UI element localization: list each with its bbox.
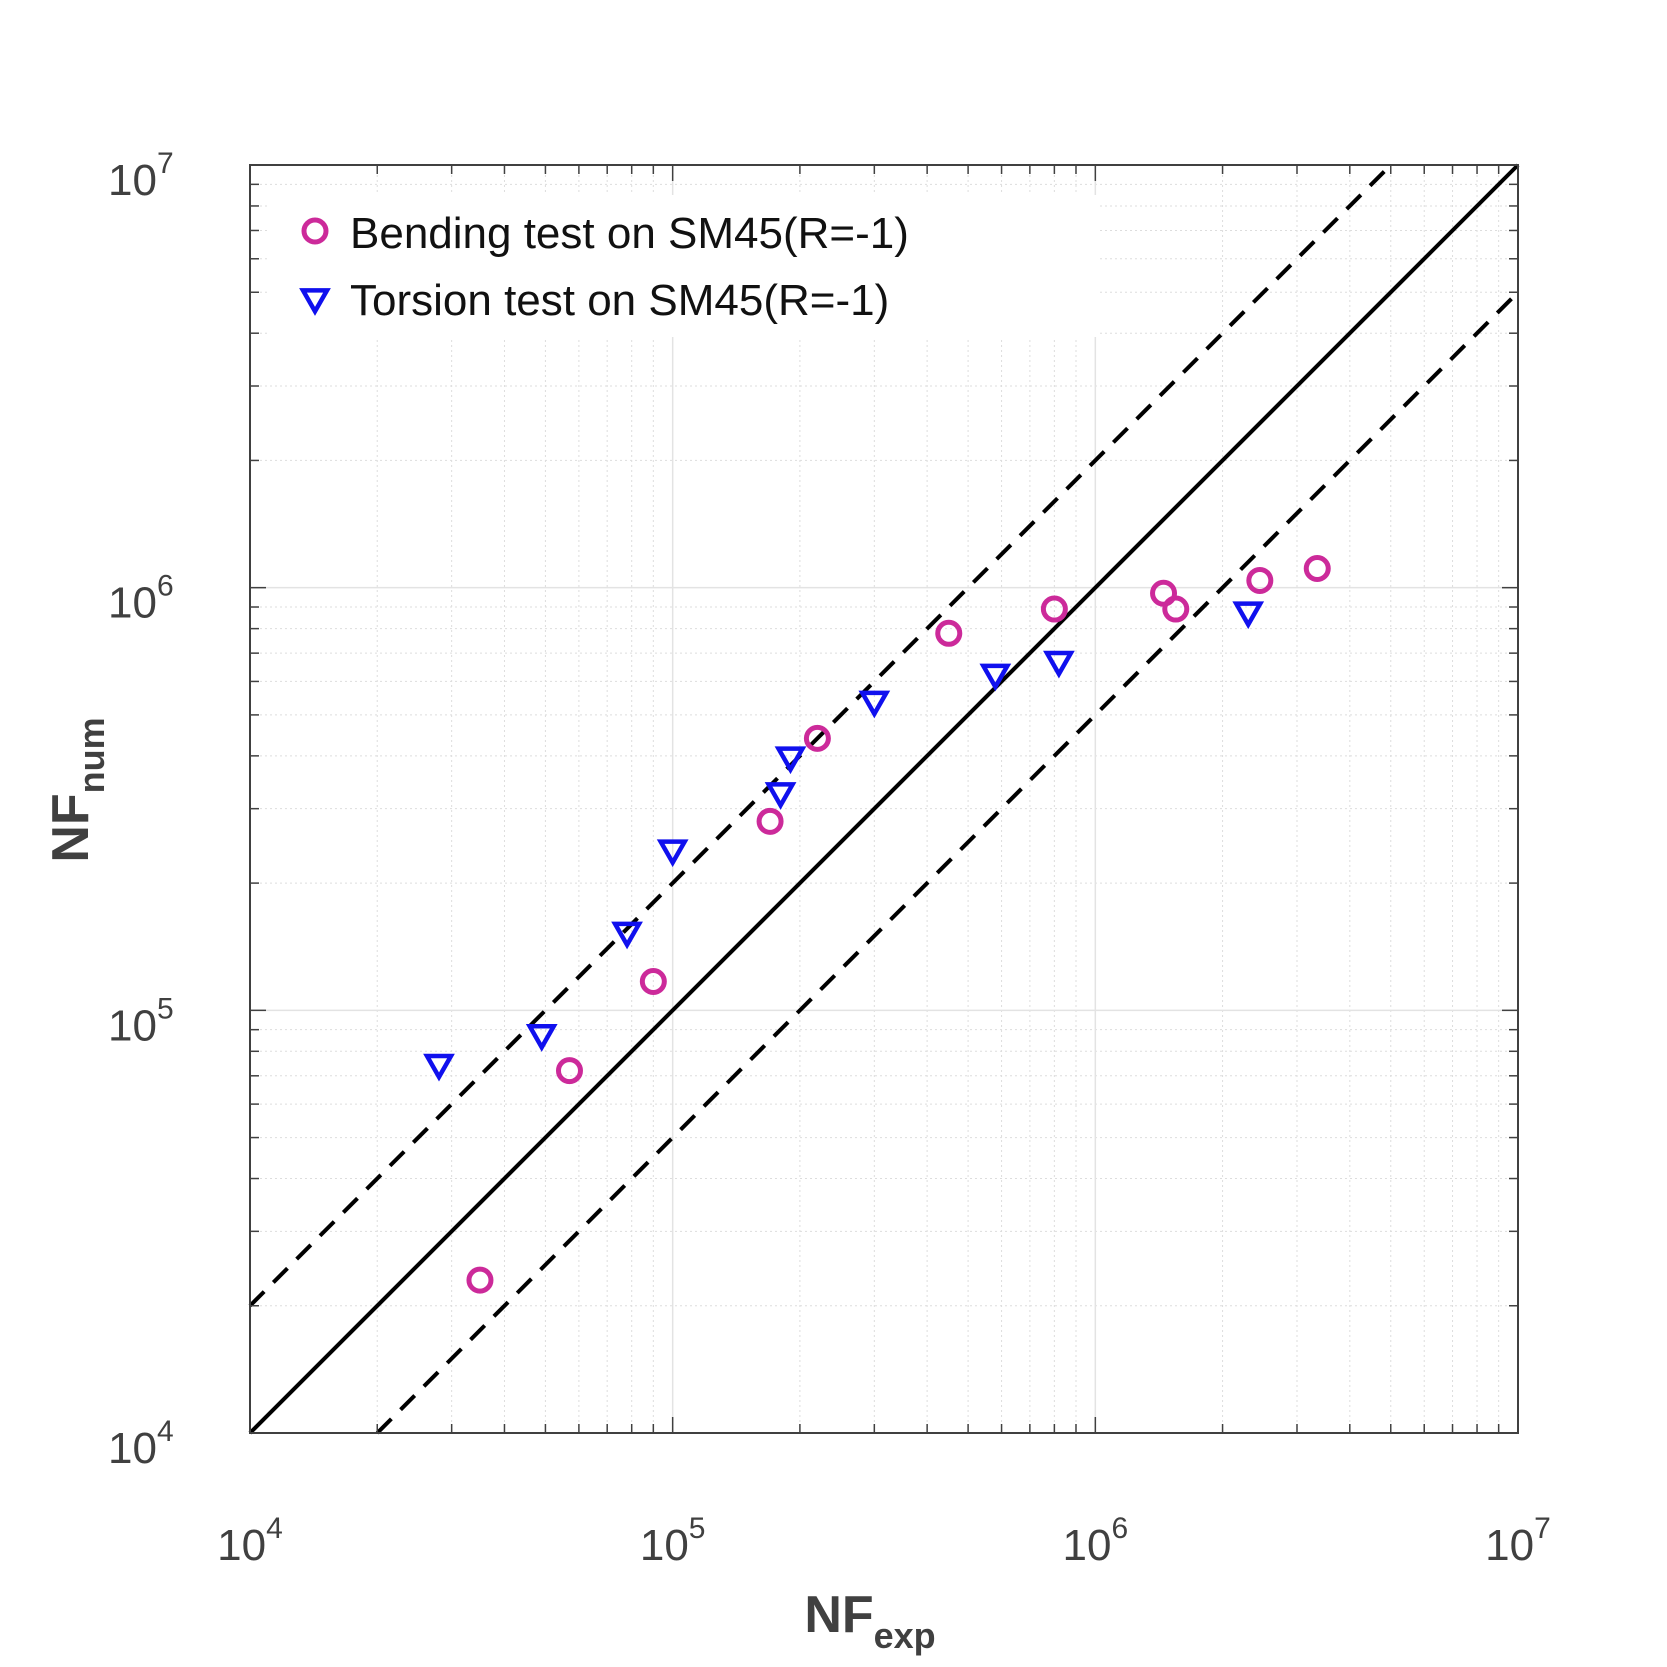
reference-line-dashed bbox=[248, 163, 1393, 1308]
torsion-point bbox=[525, 1024, 558, 1052]
x-tick-exponent: 4 bbox=[266, 1512, 283, 1545]
x-tick-label: 105 bbox=[640, 1512, 706, 1570]
y-tick-label: 106 bbox=[108, 570, 174, 628]
y-tick-exponent: 5 bbox=[157, 992, 174, 1025]
bending-point bbox=[1246, 566, 1274, 594]
x-tick-exponent: 7 bbox=[1534, 1512, 1551, 1545]
bending-point bbox=[1040, 595, 1068, 623]
torsion-point bbox=[979, 663, 1012, 692]
bending-point bbox=[803, 724, 831, 752]
torsion-point bbox=[764, 782, 797, 810]
x-axis-label-sub: exp bbox=[874, 1615, 936, 1656]
y-tick-base: 10 bbox=[108, 1001, 157, 1050]
legend-marker-torsion bbox=[299, 288, 331, 316]
data-points bbox=[423, 555, 1331, 1294]
legend: Bending test on SM45(R=-1) Torsion test … bbox=[270, 195, 1100, 337]
reference-line-dashed bbox=[375, 290, 1520, 1435]
y-tick-label: 104 bbox=[108, 1415, 174, 1473]
y-axis-label-main: NF bbox=[42, 793, 100, 862]
bending-point bbox=[756, 807, 784, 835]
y-tick-label: 107 bbox=[108, 147, 174, 205]
legend-label-torsion: Torsion test on SM45(R=-1) bbox=[350, 276, 889, 325]
y-tick-base: 10 bbox=[108, 579, 157, 628]
x-tick-base: 10 bbox=[1485, 1521, 1534, 1570]
y-tick-exponent: 7 bbox=[157, 147, 174, 180]
bending-point bbox=[935, 619, 963, 647]
x-tick-exponent: 5 bbox=[689, 1512, 706, 1545]
y-axis-label: NFnum bbox=[42, 717, 112, 862]
plot-frame bbox=[249, 164, 1519, 1434]
bending-point bbox=[639, 968, 667, 996]
minor-grid bbox=[250, 165, 1518, 1433]
legend-markers bbox=[299, 217, 331, 316]
torsion-point bbox=[1232, 601, 1265, 630]
axes bbox=[249, 164, 1519, 1434]
x-axis-label-main: NF bbox=[804, 1586, 873, 1644]
y-axis-label-group: NFnum bbox=[42, 717, 112, 862]
bending-point bbox=[1162, 595, 1190, 623]
torsion-point bbox=[656, 839, 689, 868]
torsion-point bbox=[611, 921, 643, 950]
reference-line-solid bbox=[248, 163, 1520, 1435]
y-axis-label-sub: num bbox=[71, 717, 112, 793]
y-tick-exponent: 6 bbox=[157, 570, 174, 603]
y-tick-base: 10 bbox=[108, 156, 157, 205]
torsion-point bbox=[423, 1053, 455, 1082]
torsion-point bbox=[774, 746, 807, 775]
x-tick-exponent: 6 bbox=[1111, 1512, 1128, 1545]
x-tick-label: 106 bbox=[1063, 1512, 1129, 1570]
bending-point bbox=[555, 1057, 583, 1085]
reference-lines bbox=[248, 163, 1520, 1435]
x-tick-label: 107 bbox=[1485, 1512, 1551, 1570]
x-axis-label: NFexp bbox=[804, 1586, 935, 1656]
torsion-point bbox=[1043, 650, 1075, 679]
y-tick-base: 10 bbox=[108, 1424, 157, 1473]
legend-label-bending: Bending test on SM45(R=-1) bbox=[350, 209, 909, 258]
legend-marker-bending bbox=[301, 217, 329, 245]
x-tick-label: 104 bbox=[217, 1512, 283, 1570]
bending-point bbox=[466, 1266, 494, 1294]
legend-box bbox=[270, 195, 1100, 337]
y-tick-label: 105 bbox=[108, 992, 174, 1050]
x-tick-base: 10 bbox=[217, 1521, 266, 1570]
x-tick-base: 10 bbox=[640, 1521, 689, 1570]
torsion-point bbox=[858, 690, 891, 719]
y-tick-exponent: 4 bbox=[157, 1415, 174, 1448]
x-tick-base: 10 bbox=[1063, 1521, 1112, 1570]
bending-point bbox=[1303, 555, 1331, 583]
